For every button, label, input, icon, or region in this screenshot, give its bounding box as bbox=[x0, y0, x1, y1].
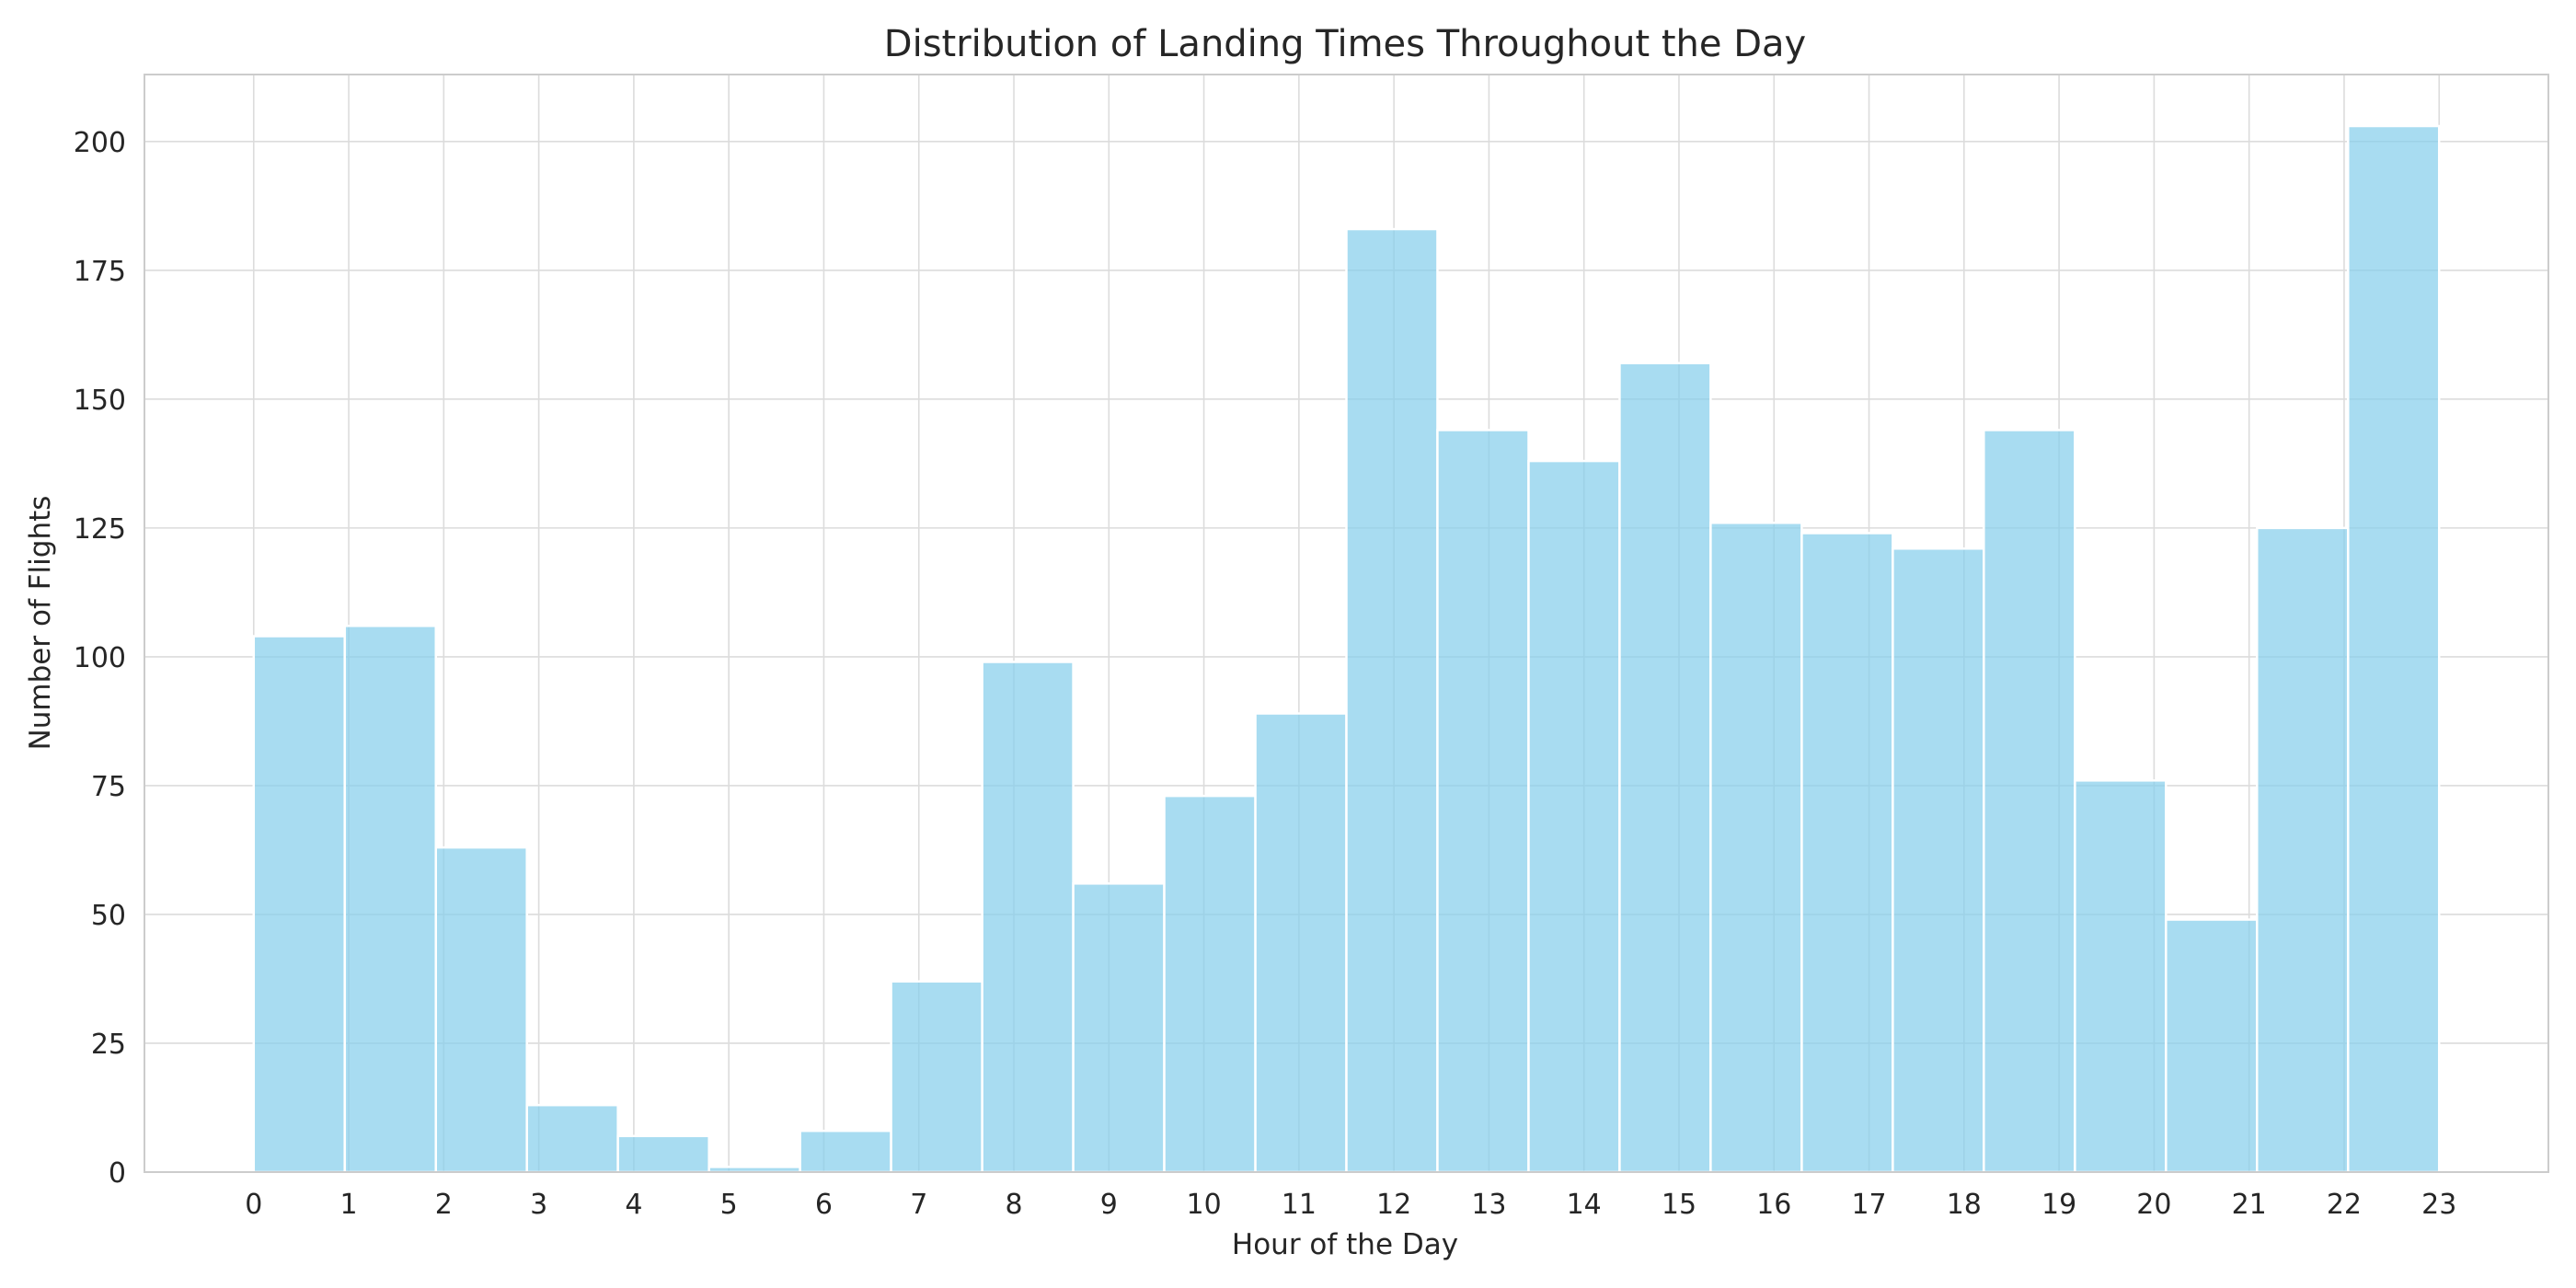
x-tick-label: 21 bbox=[2232, 1189, 2267, 1221]
x-tick-label: 22 bbox=[2327, 1189, 2362, 1221]
histogram-bar bbox=[2255, 526, 2350, 1174]
y-tick-label: 100 bbox=[74, 642, 126, 674]
y-tick-label: 150 bbox=[74, 385, 126, 417]
histogram-bar bbox=[252, 635, 346, 1174]
x-tick-label: 1 bbox=[340, 1189, 358, 1221]
y-tick-label: 25 bbox=[91, 1029, 126, 1061]
x-tick-label: 15 bbox=[1662, 1189, 1696, 1221]
y-tick-labels: 0 25 50 75 100 125 150 175 200 bbox=[74, 127, 126, 1190]
x-tick-label: 0 bbox=[245, 1189, 262, 1221]
x-tick-label: 5 bbox=[720, 1189, 738, 1221]
x-tick-label: 4 bbox=[625, 1189, 642, 1221]
histogram-bar bbox=[1892, 547, 1985, 1174]
histogram-bar bbox=[2347, 124, 2441, 1174]
histogram-bar bbox=[1800, 532, 1894, 1174]
chart-title: Distribution of Landing Times Throughout… bbox=[884, 23, 1806, 65]
x-tick-label: 17 bbox=[1851, 1189, 1886, 1221]
histogram-bar bbox=[1254, 712, 1348, 1174]
histogram-bar bbox=[1618, 362, 1712, 1174]
x-tick-label: 3 bbox=[530, 1189, 547, 1221]
x-tick-label: 10 bbox=[1186, 1189, 1221, 1221]
x-tick-label: 18 bbox=[1947, 1189, 1982, 1221]
x-tick-label: 6 bbox=[815, 1189, 833, 1221]
histogram-bar bbox=[1072, 882, 1166, 1174]
histogram-bar bbox=[1527, 459, 1621, 1174]
x-tick-label: 23 bbox=[2421, 1189, 2456, 1221]
histogram-bar bbox=[2074, 779, 2168, 1174]
histogram-bar bbox=[343, 625, 438, 1174]
x-tick-label: 19 bbox=[2041, 1189, 2076, 1221]
x-axis-label: Hour of the Day bbox=[1232, 1228, 1458, 1261]
y-tick-label: 0 bbox=[109, 1157, 126, 1190]
histogram-bar bbox=[799, 1129, 892, 1174]
x-tick-label: 11 bbox=[1282, 1189, 1317, 1221]
histogram-bar bbox=[1709, 522, 1803, 1174]
histogram-bar bbox=[525, 1103, 619, 1174]
y-tick-label: 50 bbox=[91, 900, 126, 932]
plot-frame bbox=[144, 74, 2549, 1173]
x-tick-label: 16 bbox=[1756, 1189, 1791, 1221]
x-tick-label: 14 bbox=[1567, 1189, 1602, 1221]
x-tick-label: 7 bbox=[910, 1189, 927, 1221]
y-tick-label: 175 bbox=[74, 256, 126, 288]
x-tick-labels: 0 1 2 3 4 5 6 7 8 9 10 11 12 13 14 15 16 17 18 19 20 21 22 23 bbox=[245, 1189, 2456, 1221]
x-tick-label: 9 bbox=[1100, 1189, 1118, 1221]
x-tick-label: 20 bbox=[2136, 1189, 2171, 1221]
x-tick-label: 8 bbox=[1005, 1189, 1022, 1221]
histogram-bar bbox=[981, 661, 1075, 1174]
bars bbox=[252, 124, 2441, 1174]
histogram-bar bbox=[1163, 794, 1257, 1174]
y-axis-label: Number of Flights bbox=[24, 496, 57, 751]
histogram-bar bbox=[616, 1134, 710, 1174]
x-tick-label: 12 bbox=[1376, 1189, 1411, 1221]
x-tick-label: 13 bbox=[1471, 1189, 1506, 1221]
histogram-bar bbox=[434, 845, 528, 1174]
y-tick-label: 125 bbox=[74, 513, 126, 546]
y-tick-label: 75 bbox=[91, 771, 126, 803]
histogram-bar bbox=[2165, 918, 2259, 1174]
y-tick-label: 200 bbox=[74, 127, 126, 159]
histogram-bar bbox=[1983, 429, 2076, 1174]
histogram-bar bbox=[1436, 429, 1530, 1174]
histogram-bar bbox=[1345, 227, 1439, 1174]
histogram-bar bbox=[890, 980, 983, 1174]
x-tick-label: 2 bbox=[435, 1189, 453, 1221]
